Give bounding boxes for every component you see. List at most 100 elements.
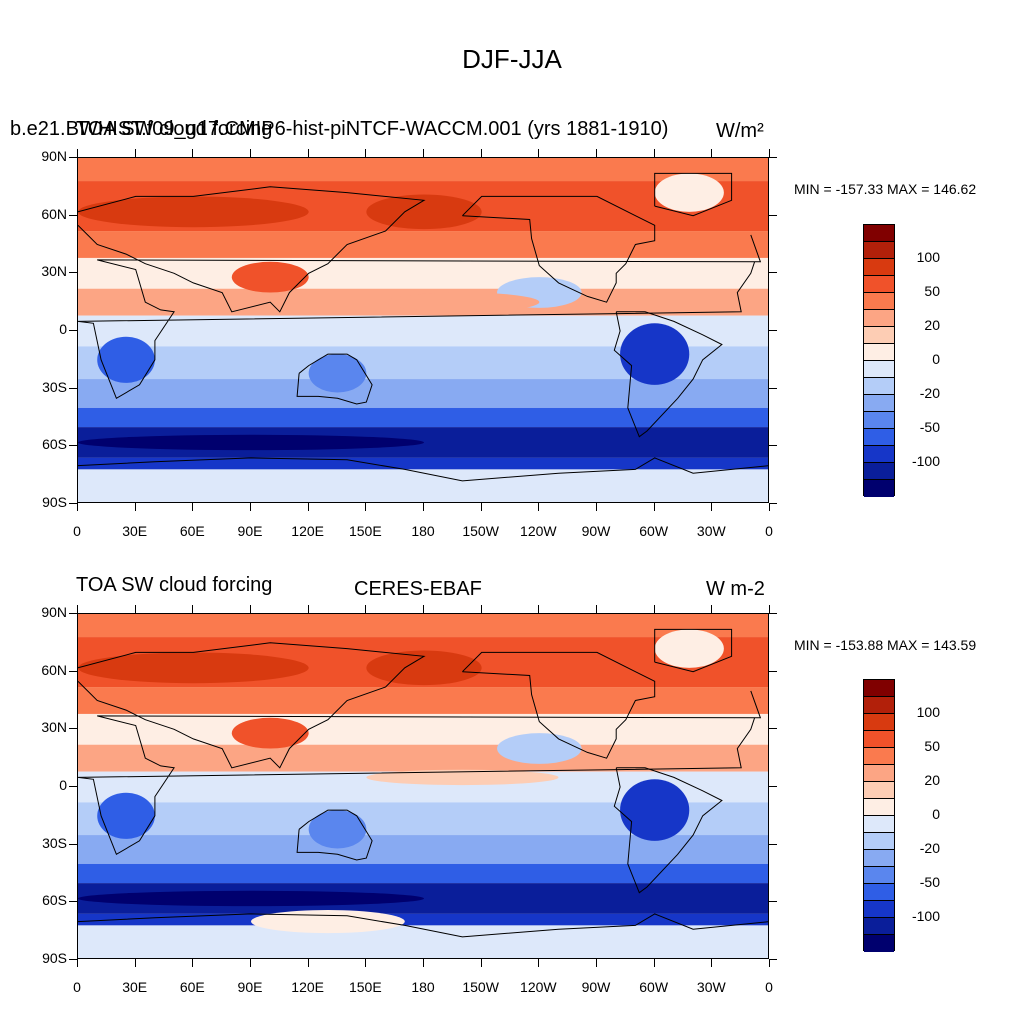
lon-tick — [423, 605, 424, 613]
lat-tick-label: 60N — [41, 661, 67, 678]
panel1-right-title: W/m² — [716, 120, 764, 142]
colorbar-swatch — [864, 310, 894, 327]
itcz-warm — [385, 292, 540, 312]
lon-tick — [307, 149, 309, 157]
africa-min — [97, 792, 155, 839]
lat-tick-label: 30S — [42, 378, 67, 395]
colorbar-label: 50 — [924, 738, 940, 754]
lat-tick — [769, 272, 777, 274]
lon-tick-label: 30E — [122, 979, 148, 995]
lat-tick-label: 0 — [59, 777, 67, 793]
lat-tick — [69, 272, 77, 274]
south-america-min — [620, 779, 690, 841]
lon-tick — [480, 503, 482, 511]
colorbar-label: 100 — [916, 704, 940, 720]
lon-tick — [250, 605, 251, 613]
panel2-colorbar — [863, 679, 895, 952]
lat-tick — [69, 157, 77, 158]
lon-tick — [365, 503, 367, 511]
colorbar-swatch — [864, 782, 894, 799]
colorbar-swatch — [864, 293, 894, 310]
lat-tick — [769, 901, 777, 903]
lat-tick — [69, 728, 77, 730]
colorbar-swatch — [864, 714, 894, 731]
eurasia-max — [78, 196, 309, 228]
colorbar-swatch — [864, 697, 894, 714]
coast-australia — [296, 353, 373, 405]
lon-tick — [192, 149, 194, 157]
lon-tick — [365, 149, 367, 157]
coast-africa — [78, 234, 762, 400]
lon-tick — [134, 503, 136, 511]
lon-tick — [250, 503, 251, 511]
colorbar-swatch — [864, 259, 894, 276]
panel1-map — [77, 157, 769, 503]
lon-tick-label: 0 — [73, 979, 81, 995]
lon-tick-label: 30W — [696, 979, 726, 995]
colorbar-swatch — [864, 446, 894, 463]
colorbar-swatch — [864, 833, 894, 850]
lat-tick-label: 90N — [41, 148, 67, 164]
colorbar-swatch — [864, 344, 894, 361]
south-america-min — [620, 323, 690, 385]
colorbar-swatch — [864, 395, 894, 412]
lon-tick — [538, 503, 540, 511]
panel1-center-title: b.e21.BWHIST.f09_g17.CMIP6-hist-piNTCF-W… — [10, 118, 669, 140]
coast-north-america — [462, 195, 656, 303]
lat-tick — [769, 214, 777, 216]
north-pacific-max — [366, 194, 482, 230]
lon-tick — [77, 959, 78, 967]
lon-tick — [134, 149, 136, 157]
field-contours — [78, 158, 768, 502]
lon-tick — [77, 605, 78, 613]
lon-tick — [423, 149, 424, 157]
colorbar-label: -100 — [911, 908, 940, 924]
colorbar-label: -20 — [919, 840, 940, 856]
panel2-min-max: MIN = -153.88 MAX = 143.59 — [794, 637, 977, 653]
colorbar-swatch — [864, 765, 894, 782]
lon-tick — [538, 149, 540, 157]
lat-tick-label: 30N — [41, 263, 67, 280]
lat-tick — [69, 613, 77, 614]
lon-tick — [653, 605, 655, 613]
lon-tick — [480, 149, 482, 157]
colorbar-swatch — [864, 680, 894, 697]
lat-tick — [69, 901, 77, 903]
colorbar-swatch — [864, 378, 894, 395]
lat-tick — [69, 387, 77, 389]
lon-tick — [77, 503, 78, 511]
colorbar-label: 50 — [924, 283, 940, 299]
lon-tick — [480, 959, 482, 967]
lon-tick-label: 90W — [581, 523, 611, 539]
lon-tick — [307, 959, 309, 967]
lon-tick-label: 90E — [237, 979, 263, 995]
lon-tick — [711, 503, 713, 511]
coast-greenland — [654, 628, 733, 673]
colorbar-label: 0 — [932, 351, 940, 367]
lon-tick-label: 60W — [639, 523, 669, 539]
lat-tick — [69, 670, 77, 672]
lat-tick-label: 60N — [41, 205, 67, 222]
colorbar-label: -20 — [919, 385, 940, 401]
lon-tick-label: 60E — [179, 979, 205, 995]
band-subtropic-south — [78, 835, 768, 864]
coast-africa — [78, 690, 762, 856]
lon-tick — [596, 605, 597, 613]
lon-tick — [653, 503, 655, 511]
antarctic-warm-patch — [251, 910, 405, 934]
band-antarctic-edge — [78, 913, 768, 926]
lon-tick — [711, 149, 713, 157]
lon-tick — [653, 959, 655, 967]
lon-tick-label: 30E — [122, 523, 148, 539]
colorbar-swatch — [864, 850, 894, 867]
lon-tick-label: 120W — [520, 523, 557, 539]
band-subtropic-south — [78, 379, 768, 408]
lat-tick — [769, 670, 777, 672]
lat-tick — [69, 445, 77, 447]
lat-tick — [769, 157, 777, 158]
lon-tick-label: 30W — [696, 523, 726, 539]
colorbar-label: -50 — [919, 419, 940, 435]
lon-tick-label: 90W — [581, 979, 611, 995]
lat-tick-label: 60S — [42, 892, 67, 909]
lon-tick-label: 60E — [179, 523, 205, 539]
